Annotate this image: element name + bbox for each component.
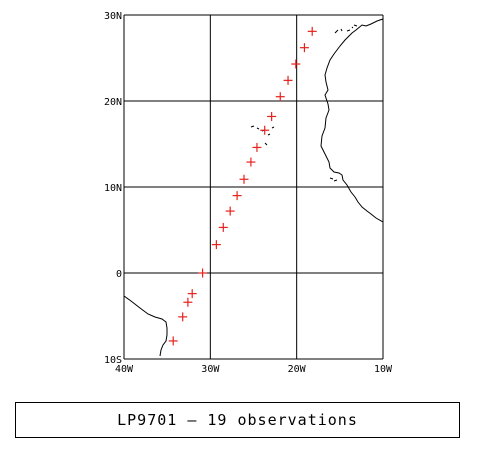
bijagos-islands [329,177,338,182]
caption-text: LP9701 — 19 observations [117,411,358,429]
observation-marker-16 [283,75,293,85]
caption-box: LP9701 — 19 observations [15,402,460,438]
y-tick-label-3: 20N [104,97,122,108]
x-tick-label-2: 20W [288,364,307,375]
observation-marker-17 [291,59,301,69]
observation-marker-9 [232,191,242,201]
observation-marker-10 [239,174,249,184]
observation-marker-8 [225,206,235,216]
cape-verde-islands [250,125,275,146]
observation-marker-4 [187,289,197,299]
africa-coastline [320,18,384,223]
x-tick-label-0: 40W [115,364,134,375]
lat-lon-grid [123,14,384,360]
x-tick-label-1: 30W [201,364,220,375]
x-tick-label-3: 10W [374,364,393,375]
observation-marker-1 [168,336,178,346]
observation-marker-14 [267,111,277,121]
observation-marker-7 [218,222,228,232]
map-figure: 40W 30W 20W 10W 10S 0 10N 20N 30N [104,11,393,375]
observation-marker-15 [275,92,285,102]
observation-marker-19 [307,26,317,36]
observation-marker-2 [178,312,188,322]
observation-marker-6 [211,240,221,250]
south-america-coastline [123,295,168,357]
observation-marker-5 [198,268,208,278]
axis-tick-labels: 40W 30W 20W 10W 10S 0 10N 20N 30N [104,11,393,375]
y-tick-label-4: 30N [104,11,122,22]
observation-marker-18 [299,43,309,53]
y-tick-label-2: 10N [104,183,122,194]
y-tick-label-1: 0 [116,269,122,280]
canary-islands [334,24,358,34]
observation-markers [168,26,317,346]
observation-marker-11 [246,157,256,167]
observation-marker-13 [260,125,270,135]
observation-marker-12 [252,142,262,152]
y-tick-label-0: 10S [104,355,122,366]
observation-marker-3 [183,297,193,307]
